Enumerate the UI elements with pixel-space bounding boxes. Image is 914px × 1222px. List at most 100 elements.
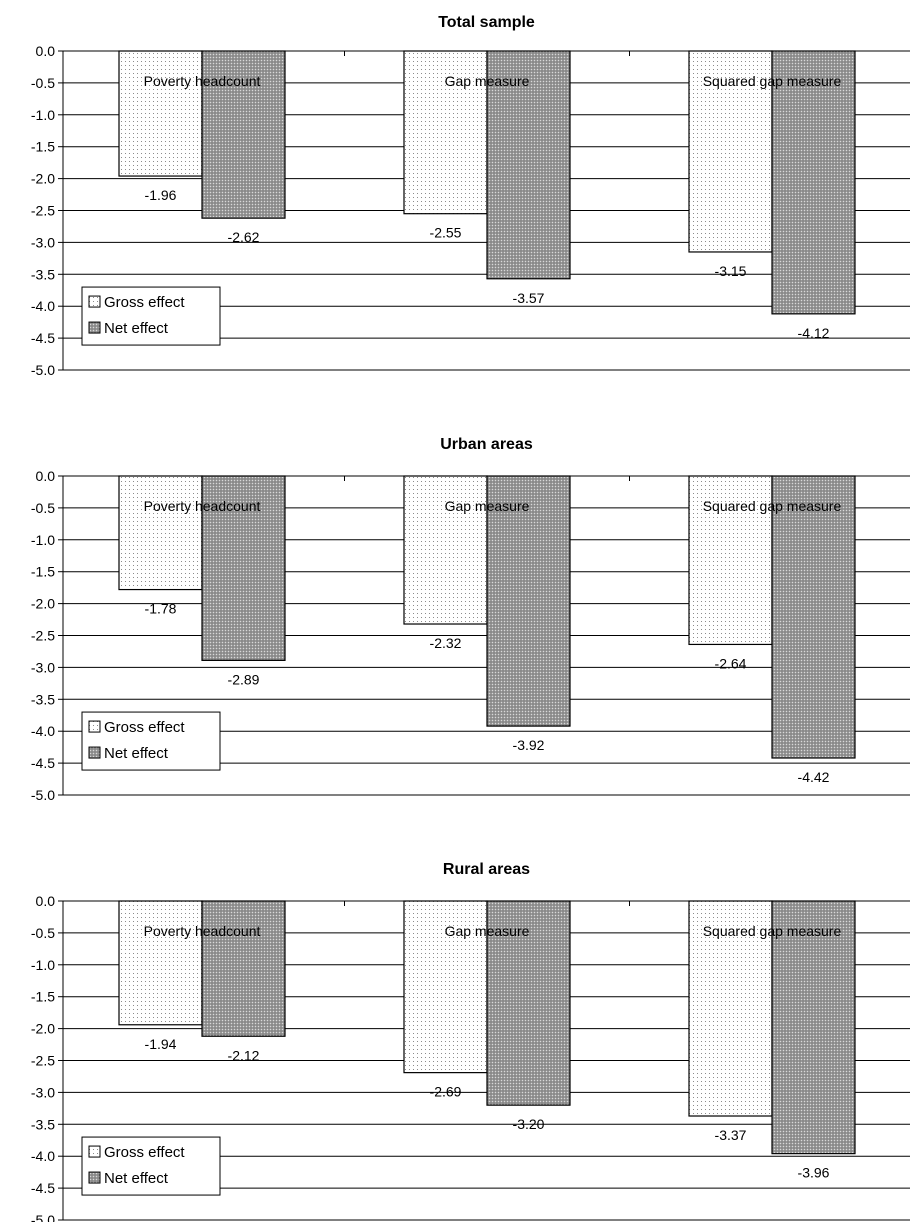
data-label: -2.62	[228, 229, 260, 245]
bar-net-0	[201, 50, 286, 219]
legend-label-net: Net effect	[104, 745, 169, 762]
data-label: -4.12	[798, 325, 830, 341]
y-tick-label: -4.5	[31, 1180, 55, 1196]
chart-title: Total sample	[438, 14, 535, 31]
y-tick-label: -2.0	[31, 596, 55, 612]
y-tick-label: -0.5	[31, 500, 55, 516]
chart-panel-1: Urban areas 0.0 -0.5 -1.0 -1.5 -2.0 -2.5 -3.0 -3…	[31, 436, 910, 803]
bar-gross-2	[688, 900, 773, 1117]
y-tick-label: -1.0	[31, 957, 55, 973]
y-tick-label: 0.0	[36, 893, 56, 909]
data-label: -2.64	[715, 655, 747, 671]
legend-label-gross: Gross effect	[104, 1144, 185, 1161]
bar-gross-0	[118, 50, 203, 177]
y-tick-label: -5.0	[31, 362, 55, 378]
y-tick-label: -5.0	[31, 787, 55, 803]
legend-label-gross: Gross effect	[104, 719, 185, 736]
legend-swatch-net	[88, 321, 101, 334]
data-label: -3.92	[513, 737, 545, 753]
y-tick-label: -4.5	[31, 330, 55, 346]
category-label: Squared gap measure	[703, 498, 842, 514]
y-tick-label: -4.5	[31, 755, 55, 771]
category-label: Squared gap measure	[703, 923, 842, 939]
y-tick-label: -4.0	[31, 723, 55, 739]
bar-net-2	[771, 50, 856, 315]
y-tick-label: -1.0	[31, 532, 55, 548]
legend-swatch-gross	[88, 295, 101, 308]
category-label: Squared gap measure	[703, 73, 842, 89]
bar-net-2	[771, 475, 856, 759]
data-label: -3.57	[513, 290, 545, 306]
category-label: Poverty headcount	[144, 73, 261, 89]
y-tick-label: -1.0	[31, 107, 55, 123]
legend-box	[81, 286, 221, 346]
y-tick-label: 0.0	[36, 43, 56, 59]
bar-gross-2	[688, 475, 773, 646]
bar-net-0	[201, 900, 286, 1037]
y-tick-label: -2.0	[31, 171, 55, 187]
chart-panel-0: Total sample 0.0 -0.5 -1.0 -1.5 -2.0 -2.5 -3.0 -…	[31, 14, 910, 378]
y-tick-label: -1.5	[31, 564, 55, 580]
bar-net-1	[486, 475, 571, 727]
y-tick-label: -5.0	[31, 1212, 55, 1222]
bar-gross-2	[688, 50, 773, 253]
data-label: -1.96	[145, 187, 177, 203]
bar-gross-1	[403, 50, 488, 215]
chart-panel-2: Rural areas 0.0 -0.5 -1.0 -1.5 -2.0 -2.5 -3.0 -3…	[31, 861, 910, 1222]
y-tick-label: 0.0	[36, 468, 56, 484]
y-tick-label: -2.0	[31, 1021, 55, 1037]
category-label: Poverty headcount	[144, 923, 261, 939]
data-label: -3.96	[798, 1165, 830, 1181]
legend-swatch-gross	[88, 720, 101, 733]
y-tick-label: -1.5	[31, 139, 55, 155]
legend-swatch-net	[88, 1171, 101, 1184]
y-tick-label: -2.5	[31, 1053, 55, 1069]
data-label: -2.69	[430, 1084, 462, 1100]
bar-gross-1	[403, 475, 488, 625]
bar-net-0	[201, 475, 286, 661]
y-tick-label: -3.5	[31, 691, 55, 707]
bar-net-2	[771, 900, 856, 1155]
y-tick-label: -2.5	[31, 628, 55, 644]
category-label: Poverty headcount	[144, 498, 261, 514]
data-label: -2.12	[228, 1047, 260, 1063]
data-label: -2.55	[430, 225, 462, 241]
bar-gross-1	[403, 900, 488, 1074]
chart-title: Rural areas	[443, 861, 530, 878]
y-tick-label: -2.5	[31, 203, 55, 219]
y-tick-label: -1.5	[31, 989, 55, 1005]
data-label: -1.78	[145, 601, 177, 617]
data-label: -2.32	[430, 635, 462, 651]
y-tick-label: -3.0	[31, 659, 55, 675]
data-label: -3.15	[715, 263, 747, 279]
legend-swatch-net	[88, 746, 101, 759]
chart-title: Urban areas	[440, 436, 533, 453]
y-tick-label: -3.5	[31, 266, 55, 282]
y-tick-label: -3.0	[31, 1084, 55, 1100]
data-label: -3.20	[513, 1116, 545, 1132]
data-label: -4.42	[798, 769, 830, 785]
bar-net-1	[486, 900, 571, 1106]
y-tick-label: -3.0	[31, 234, 55, 250]
legend-label-gross: Gross effect	[104, 294, 185, 311]
bar-gross-0	[118, 900, 203, 1026]
legend-box	[81, 711, 221, 771]
data-label: -1.94	[145, 1036, 177, 1052]
y-tick-label: -0.5	[31, 75, 55, 91]
category-label: Gap measure	[445, 498, 530, 514]
category-label: Gap measure	[445, 73, 530, 89]
legend-label-net: Net effect	[104, 320, 169, 337]
legend-swatch-gross	[88, 1145, 101, 1158]
legend-box	[81, 1136, 221, 1196]
y-tick-label: -0.5	[31, 925, 55, 941]
y-tick-label: -4.0	[31, 298, 55, 314]
y-tick-label: -4.0	[31, 1148, 55, 1164]
bar-gross-0	[118, 475, 203, 591]
legend-label-net: Net effect	[104, 1170, 169, 1187]
data-label: -3.37	[715, 1127, 747, 1143]
data-label: -2.89	[228, 671, 260, 687]
y-tick-label: -3.5	[31, 1116, 55, 1132]
category-label: Gap measure	[445, 923, 530, 939]
bar-net-1	[486, 50, 571, 280]
